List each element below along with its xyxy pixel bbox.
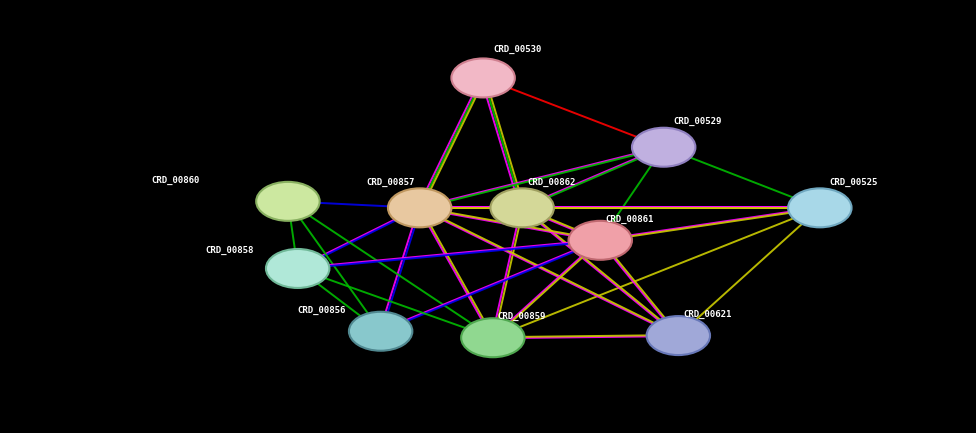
Ellipse shape <box>632 128 696 167</box>
Text: CRD_00621: CRD_00621 <box>683 310 732 319</box>
Ellipse shape <box>256 182 320 221</box>
Ellipse shape <box>568 221 632 260</box>
Text: CRD_00858: CRD_00858 <box>205 246 254 255</box>
Ellipse shape <box>265 249 330 288</box>
Ellipse shape <box>349 312 413 351</box>
Text: CRD_00529: CRD_00529 <box>673 117 722 126</box>
Text: CRD_00857: CRD_00857 <box>366 178 415 187</box>
Text: CRD_00859: CRD_00859 <box>498 312 547 321</box>
Ellipse shape <box>646 316 711 355</box>
Ellipse shape <box>491 188 554 227</box>
Text: CRD_00862: CRD_00862 <box>527 178 576 187</box>
Text: CRD_00861: CRD_00861 <box>605 215 654 224</box>
Ellipse shape <box>788 188 851 227</box>
Ellipse shape <box>451 58 515 97</box>
Ellipse shape <box>388 188 452 227</box>
Text: CRD_00525: CRD_00525 <box>830 178 878 187</box>
Ellipse shape <box>461 318 525 357</box>
Text: CRD_00860: CRD_00860 <box>151 176 200 185</box>
Text: CRD_00530: CRD_00530 <box>493 45 542 54</box>
Text: CRD_00856: CRD_00856 <box>298 306 346 315</box>
